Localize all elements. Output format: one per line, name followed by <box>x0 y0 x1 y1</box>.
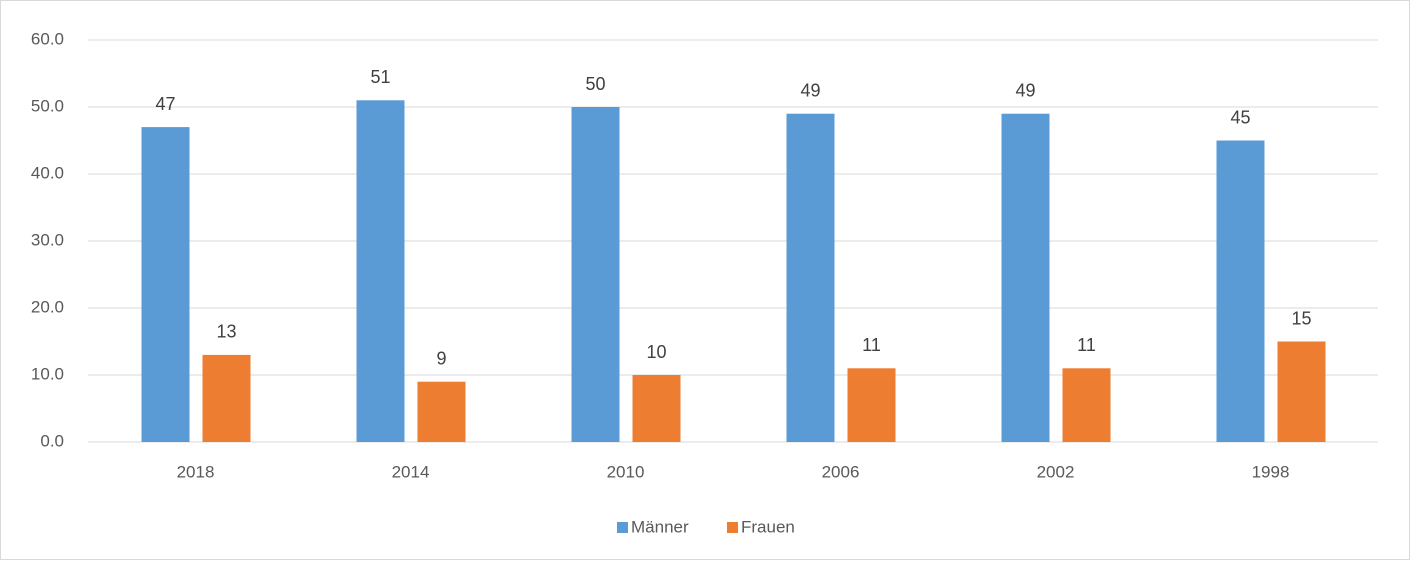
data-label: 9 <box>436 348 446 368</box>
data-label: 51 <box>370 67 390 87</box>
bar <box>847 368 896 442</box>
y-tick-label: 40.0 <box>31 163 64 182</box>
data-label: 11 <box>862 335 881 355</box>
data-label: 50 <box>585 74 605 94</box>
x-tick-label: 1998 <box>1252 462 1290 481</box>
bar <box>356 100 405 443</box>
bar <box>571 107 620 442</box>
bar <box>202 354 251 442</box>
x-tick-label: 2006 <box>822 462 860 481</box>
bar <box>786 113 835 442</box>
y-tick-label: 10.0 <box>31 364 64 383</box>
legend-swatch <box>617 522 628 533</box>
y-tick-label: 30.0 <box>31 230 64 249</box>
bar <box>632 375 681 442</box>
data-label: 13 <box>216 322 236 342</box>
x-tick-label: 2002 <box>1037 462 1075 481</box>
bar <box>417 381 466 442</box>
x-tick-label: 2010 <box>607 462 645 481</box>
legend-label: Männer <box>631 517 689 536</box>
bar <box>1001 113 1050 442</box>
bar <box>1062 368 1111 442</box>
data-label: 45 <box>1230 107 1250 127</box>
bar <box>1216 140 1265 442</box>
bar <box>1277 341 1326 442</box>
legend-label: Frauen <box>741 517 795 536</box>
data-label: 15 <box>1291 308 1311 328</box>
data-label: 49 <box>800 80 820 100</box>
y-tick-label: 20.0 <box>31 297 64 316</box>
x-tick-label: 2014 <box>392 462 430 481</box>
legend-swatch <box>727 522 738 533</box>
y-tick-label: 60.0 <box>31 29 64 48</box>
bar <box>141 127 190 442</box>
y-tick-label: 50.0 <box>31 96 64 115</box>
y-tick-label: 0.0 <box>40 431 64 450</box>
data-label: 47 <box>155 94 175 114</box>
x-tick-label: 2018 <box>177 462 215 481</box>
data-label: 49 <box>1015 80 1035 100</box>
data-label: 10 <box>646 342 666 362</box>
data-label: 11 <box>1077 335 1096 355</box>
